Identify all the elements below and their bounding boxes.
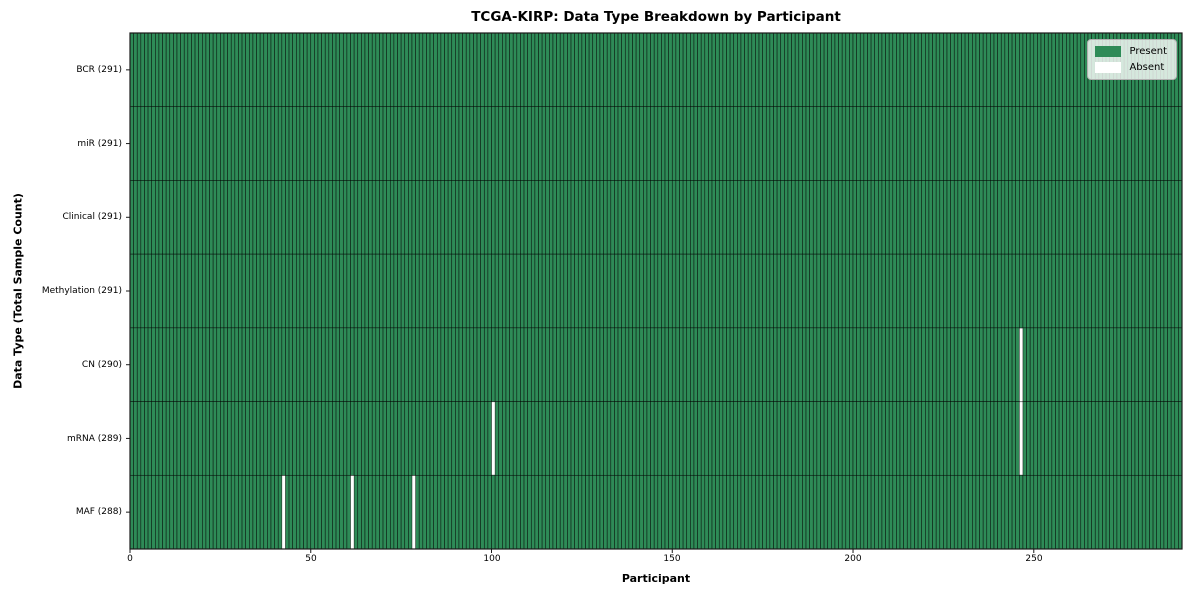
x-tick-label-250: 250 <box>1025 554 1043 564</box>
y-tick-label-bcr: BCR (291) <box>76 65 122 75</box>
legend-label-absent: Absent <box>1129 62 1165 73</box>
x-tick-label-150: 150 <box>663 554 681 564</box>
y-tick-label-methylation: Methylation (291) <box>41 286 122 296</box>
y-tick-label-maf: MAF (288) <box>75 507 122 517</box>
y-tick-label-mir: miR (291) <box>77 139 122 149</box>
chart-title: TCGA-KIRP: Data Type Breakdown by Partic… <box>471 9 841 25</box>
legend-item-absent: Absent <box>1095 62 1167 73</box>
x-axis-label: Participant <box>621 572 691 585</box>
legend-label-present: Present <box>1129 46 1167 57</box>
legend: Present Absent <box>1087 39 1177 80</box>
x-tick-label-50: 50 <box>305 554 317 564</box>
legend-item-present: Present <box>1095 46 1167 57</box>
y-tick-label-cn: CN (290) <box>81 360 122 370</box>
y-tick-label-clinical: Clinical (291) <box>62 212 122 222</box>
x-tick-label-200: 200 <box>844 554 862 564</box>
x-tick-label-0: 0 <box>127 554 133 564</box>
legend-swatch-absent-icon <box>1095 62 1122 73</box>
x-tick-label-100: 100 <box>483 554 501 564</box>
legend-swatch-present-icon <box>1095 46 1122 57</box>
y-tick-label-mrna: mRNA (289) <box>67 434 122 444</box>
